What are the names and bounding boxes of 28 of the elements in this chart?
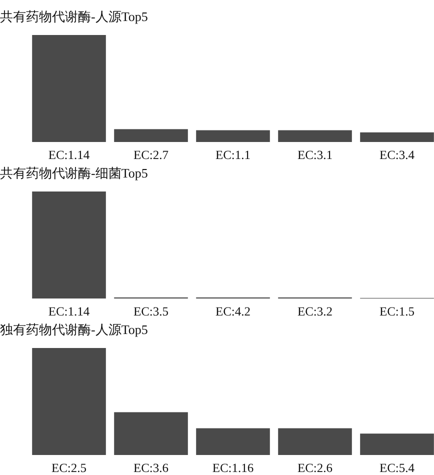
x-tick-label: EC:1.14	[48, 304, 90, 318]
x-tick-label: EC:4.2	[215, 304, 251, 318]
chart-title: 独有药物代谢酶-人源Top5	[0, 322, 148, 337]
x-tick-label: EC:2.5	[51, 461, 87, 475]
bar	[196, 428, 270, 455]
x-tick-label: EC:1.1	[215, 148, 251, 162]
x-tick-label: EC:1.5	[379, 304, 415, 318]
bar	[278, 428, 352, 455]
x-tick-label: EC:1.16	[212, 461, 254, 475]
x-tick-label: EC:1.14	[48, 148, 90, 162]
bar	[196, 130, 270, 142]
x-tick-label: EC:3.2	[297, 304, 333, 318]
bar	[114, 412, 188, 455]
x-tick-label: EC:2.6	[297, 461, 333, 475]
chart-title: 共有药物代谢酶-人源Top5	[0, 9, 148, 24]
bar	[360, 132, 434, 142]
bar	[360, 434, 434, 455]
bar	[32, 35, 106, 142]
bar	[32, 348, 106, 455]
x-tick-label: EC:5.4	[379, 461, 416, 475]
chart-title: 共有药物代谢酶-细菌Top5	[0, 166, 148, 180]
x-tick-label: EC:3.4	[379, 148, 416, 162]
x-tick-label: EC:2.7	[133, 148, 169, 162]
x-tick-label: EC:3.6	[133, 461, 169, 475]
bar	[114, 129, 188, 142]
x-tick-label: EC:3.1	[297, 148, 333, 162]
x-tick-label: EC:3.5	[133, 304, 169, 318]
bar	[278, 130, 352, 142]
